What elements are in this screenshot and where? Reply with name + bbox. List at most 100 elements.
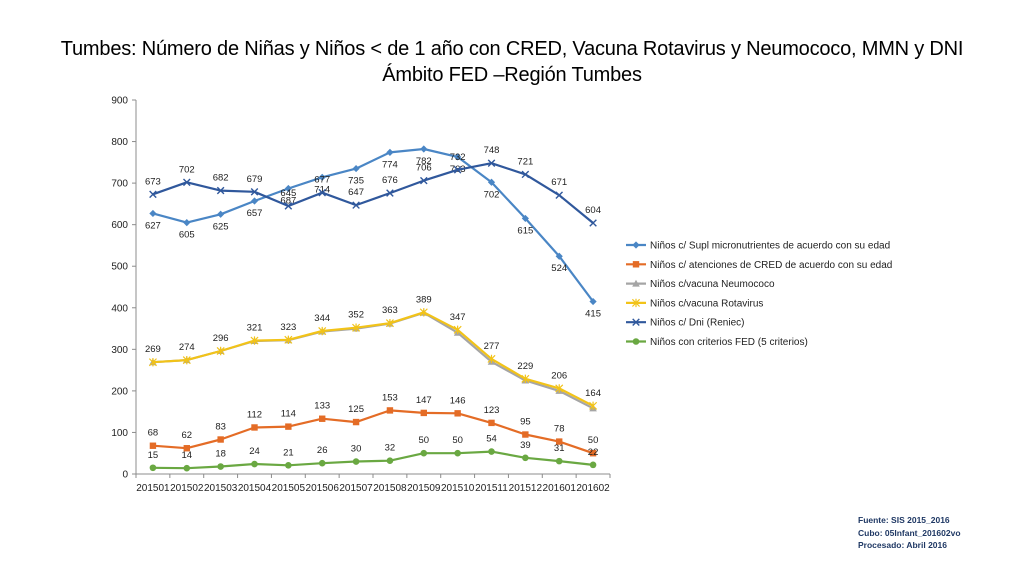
data-label-s6: 50: [418, 435, 429, 446]
data-point-s5: [419, 176, 428, 185]
data-label-s2: 68: [148, 428, 159, 439]
data-label-s2: 146: [450, 395, 466, 406]
data-label-s2: 153: [382, 392, 398, 403]
data-label-s5: 721: [517, 156, 533, 167]
x-tick-label: 201504: [238, 483, 272, 494]
data-point-s4: [589, 401, 598, 411]
data-point-s4: [385, 318, 394, 328]
series-line-5: [152, 162, 594, 224]
data-label-s4: 277: [484, 341, 500, 352]
data-label-s2: 78: [554, 424, 565, 435]
x-tick-label: 201511: [475, 483, 508, 494]
data-point-s4: [250, 336, 259, 345]
data-label-s4: 206: [551, 370, 567, 381]
data-label-s6: 32: [385, 443, 396, 454]
data-label-s5: 604: [585, 205, 601, 216]
x-tick-label: 201602: [576, 483, 610, 494]
x-tick-label: 201601: [543, 483, 577, 494]
data-point-s1: [217, 210, 225, 218]
data-label-s2: 83: [215, 422, 226, 433]
data-point-s5: [284, 202, 293, 210]
data-label-s4: 347: [450, 312, 466, 323]
data-point-s4: [419, 308, 428, 317]
data-label-s6: 14: [181, 450, 192, 461]
data-label-s6: 24: [249, 446, 260, 457]
data-point-s6: [589, 461, 597, 469]
legend-label-6: Niños con criterios FED (5 criterios): [650, 337, 808, 348]
legend-marker-6: [632, 338, 640, 345]
data-point-s6: [386, 457, 394, 465]
data-label-s1: 687: [280, 196, 296, 207]
x-tick-label: 201501: [136, 483, 170, 494]
data-point-s5: [487, 159, 496, 167]
series-line-1: [152, 147, 594, 303]
data-label-s2: 112: [247, 409, 262, 420]
data-point-s4: [182, 355, 191, 365]
data-label-s6: 21: [283, 447, 294, 458]
source-note: Fuente: SIS 2015_2016 Cubo: 05Infant_201…: [858, 514, 961, 552]
data-point-s6: [217, 463, 224, 470]
data-label-s1: 735: [348, 176, 364, 187]
data-point-s5: [318, 188, 327, 197]
data-label-s6: 31: [554, 443, 565, 454]
data-point-s4: [216, 346, 225, 356]
data-point-s1: [352, 164, 360, 173]
data-label-s2: 125: [348, 404, 364, 415]
data-point-s6: [454, 449, 461, 457]
data-point-s2: [319, 415, 326, 422]
data-label-s1: 782: [416, 156, 432, 167]
data-label-s6: 50: [452, 435, 463, 446]
data-label-s1: 714: [314, 184, 330, 195]
data-label-s6: 39: [520, 440, 531, 451]
data-point-s2: [522, 431, 529, 438]
data-label-s4: 229: [517, 361, 533, 372]
data-point-s2: [386, 407, 394, 414]
data-label-s5: 676: [382, 175, 398, 186]
legend-label-2: Niños c/ atenciones de CRED de acuerdo c…: [650, 260, 892, 271]
source-line-1: Fuente: SIS 2015_2016: [858, 515, 950, 525]
data-point-s4: [318, 326, 327, 336]
data-point-s1: [386, 148, 394, 156]
data-point-s2: [149, 442, 157, 449]
legend-marker-3: [632, 279, 640, 287]
data-point-s1: [183, 218, 191, 227]
x-tick-label: 201510: [441, 483, 475, 494]
data-point-s2: [488, 419, 495, 427]
data-label-s6: 18: [215, 449, 226, 460]
x-tick-label: 201507: [339, 483, 373, 494]
y-tick-label: 600: [111, 220, 128, 231]
data-point-s4: [148, 358, 157, 367]
data-label-s5: 673: [145, 176, 161, 187]
data-point-s2: [454, 410, 461, 417]
x-tick-label: 201512: [509, 483, 543, 494]
data-point-s5: [216, 186, 225, 195]
data-point-s5: [250, 188, 259, 196]
data-label-s1: 605: [179, 230, 195, 241]
data-point-s6: [149, 464, 157, 472]
data-point-s5: [555, 191, 564, 199]
data-point-s6: [488, 448, 495, 455]
data-point-s1: [420, 145, 428, 153]
data-label-s4: 352: [348, 310, 364, 321]
data-label-s1: 702: [484, 189, 500, 200]
data-label-s4: 164: [585, 388, 601, 399]
y-tick-label: 100: [111, 428, 128, 439]
data-point-s2: [183, 445, 190, 452]
data-label-s4: 296: [213, 333, 229, 344]
data-label-s1: 524: [551, 263, 567, 274]
data-label-s5: 748: [484, 145, 500, 156]
legend-label-3: Niños c/vacuna Neumococo: [650, 279, 775, 290]
data-label-s1: 625: [213, 221, 229, 232]
y-tick-label: 700: [111, 179, 128, 190]
data-point-s2: [556, 438, 563, 445]
data-label-s6: 22: [588, 447, 599, 458]
data-point-s1: [149, 209, 157, 218]
data-point-s2: [217, 436, 224, 443]
data-label-s4: 389: [416, 294, 432, 305]
y-tick-label: 400: [111, 303, 128, 314]
data-label-s2: 147: [416, 395, 432, 406]
series-line-4: [152, 311, 594, 407]
data-label-s1: 415: [585, 309, 601, 320]
data-point-s4: [521, 374, 530, 384]
